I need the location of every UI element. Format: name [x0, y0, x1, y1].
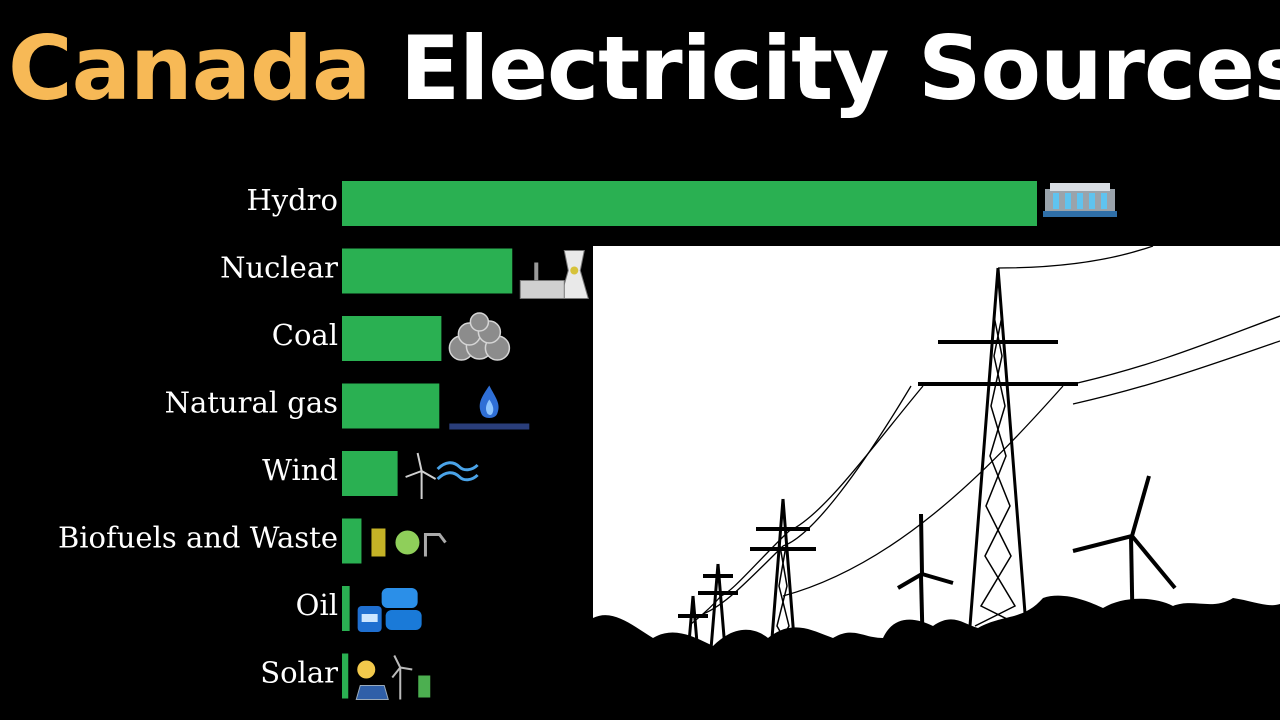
category-label: Biofuels and Waste: [58, 521, 338, 555]
category-label: Hydro: [246, 183, 338, 217]
category-label: Natural gas: [165, 386, 338, 420]
solar-panel-icon: [355, 655, 431, 700]
category-label: Nuclear: [220, 251, 338, 285]
bar-coal: [342, 316, 442, 361]
page-title: Canada Electricity Sources: [8, 14, 1280, 124]
title-main: Electricity Sources: [400, 17, 1280, 120]
bar-biofuels-and-waste: [342, 518, 362, 564]
nuclear-plant-icon: [519, 250, 589, 299]
category-label: Wind: [262, 453, 338, 487]
category-label: Solar: [260, 656, 338, 690]
title-accent: Canada: [8, 17, 371, 120]
wind-turbine-icon: [405, 452, 479, 499]
bar-wind: [342, 451, 398, 496]
bar-natural-gas: [342, 383, 440, 429]
category-label: Oil: [296, 588, 338, 622]
bar-solar: [342, 653, 349, 699]
oil-barrels-icon: [357, 588, 422, 632]
power-lines-silhouette: [593, 246, 1280, 720]
bar-oil: [342, 586, 350, 631]
bar-hydro: [342, 181, 1037, 226]
biofuel-icon: [371, 528, 447, 557]
coal-icon: [448, 312, 511, 361]
hydro-dam-icon: [1043, 183, 1117, 217]
category-label: Coal: [272, 318, 338, 352]
natural-gas-icon: [449, 385, 530, 430]
power-lines-photo: [593, 246, 1280, 720]
bar-nuclear: [342, 248, 513, 294]
